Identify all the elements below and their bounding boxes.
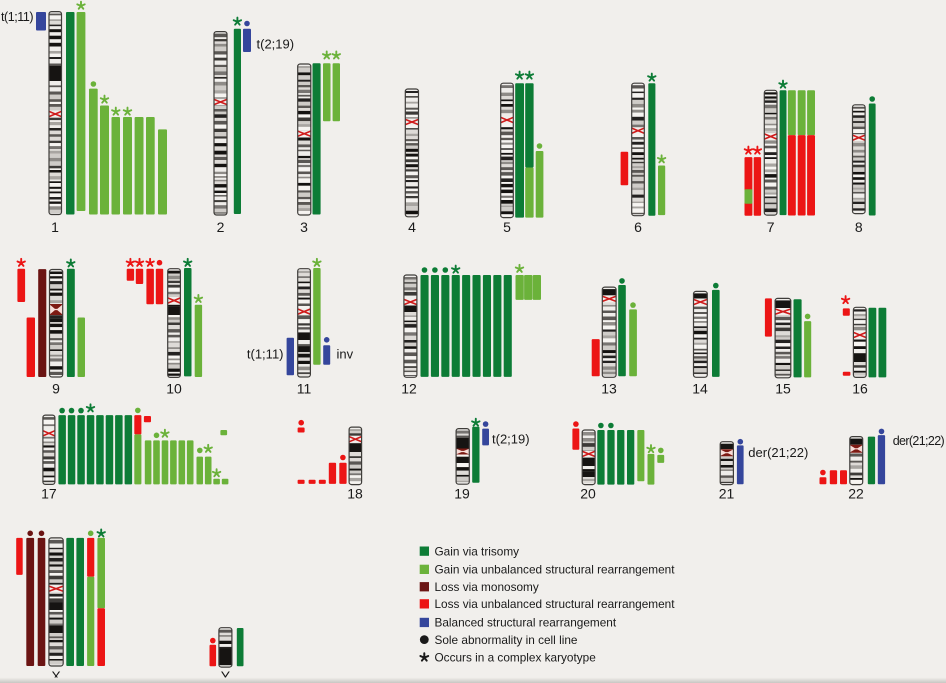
svg-text:9: 9 <box>52 381 60 397</box>
svg-text:t(1;11): t(1;11) <box>1 10 34 24</box>
svg-text:5: 5 <box>503 219 511 235</box>
svg-text:inv: inv <box>337 347 354 362</box>
svg-text:1: 1 <box>51 219 59 235</box>
svg-text:Gain via trisomy: Gain via trisomy <box>435 544 520 558</box>
svg-text:Loss via monosomy: Loss via monosomy <box>435 580 539 594</box>
svg-text:17: 17 <box>41 486 57 502</box>
svg-text:t(2;19): t(2;19) <box>257 37 295 52</box>
svg-text:Y: Y <box>221 668 231 683</box>
svg-text:der(21;22): der(21;22) <box>748 445 808 460</box>
svg-text:2: 2 <box>217 219 225 235</box>
svg-text:Balanced structural rearrangem: Balanced structural rearrangement <box>435 616 617 630</box>
svg-text:t(1;11): t(1;11) <box>247 347 284 362</box>
svg-text:Occurs in a complex karyotype: Occurs in a complex karyotype <box>435 651 597 665</box>
svg-text:3: 3 <box>300 219 308 235</box>
svg-text:16: 16 <box>852 381 868 397</box>
svg-text:6: 6 <box>634 219 642 235</box>
svg-text:19: 19 <box>454 486 470 502</box>
svg-text:7: 7 <box>767 219 775 235</box>
svg-text:Gain via unbalanced structural: Gain via unbalanced structural rearrange… <box>435 563 676 577</box>
svg-text:13: 13 <box>601 381 617 397</box>
svg-text:4: 4 <box>408 219 416 235</box>
svg-text:11: 11 <box>297 381 312 397</box>
svg-text:8: 8 <box>855 219 863 235</box>
svg-text:22: 22 <box>848 486 864 502</box>
svg-text:Loss via unbalanced structural: Loss via unbalanced structural rearrange… <box>435 597 676 611</box>
svg-text:21: 21 <box>719 486 735 502</box>
svg-text:15: 15 <box>775 381 791 397</box>
svg-text:14: 14 <box>692 381 708 397</box>
svg-text:der(21;22): der(21;22) <box>893 434 945 448</box>
svg-text:12: 12 <box>401 381 417 397</box>
svg-text:X: X <box>51 668 61 683</box>
svg-text:10: 10 <box>166 381 182 397</box>
svg-text:18: 18 <box>347 486 363 502</box>
svg-text:Sole abnormality in cell line: Sole abnormality in cell line <box>435 633 578 647</box>
svg-text:t(2;19): t(2;19) <box>492 431 530 446</box>
svg-text:20: 20 <box>580 486 596 502</box>
